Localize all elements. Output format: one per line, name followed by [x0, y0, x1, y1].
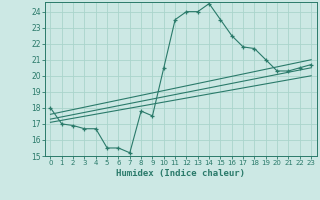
- X-axis label: Humidex (Indice chaleur): Humidex (Indice chaleur): [116, 169, 245, 178]
